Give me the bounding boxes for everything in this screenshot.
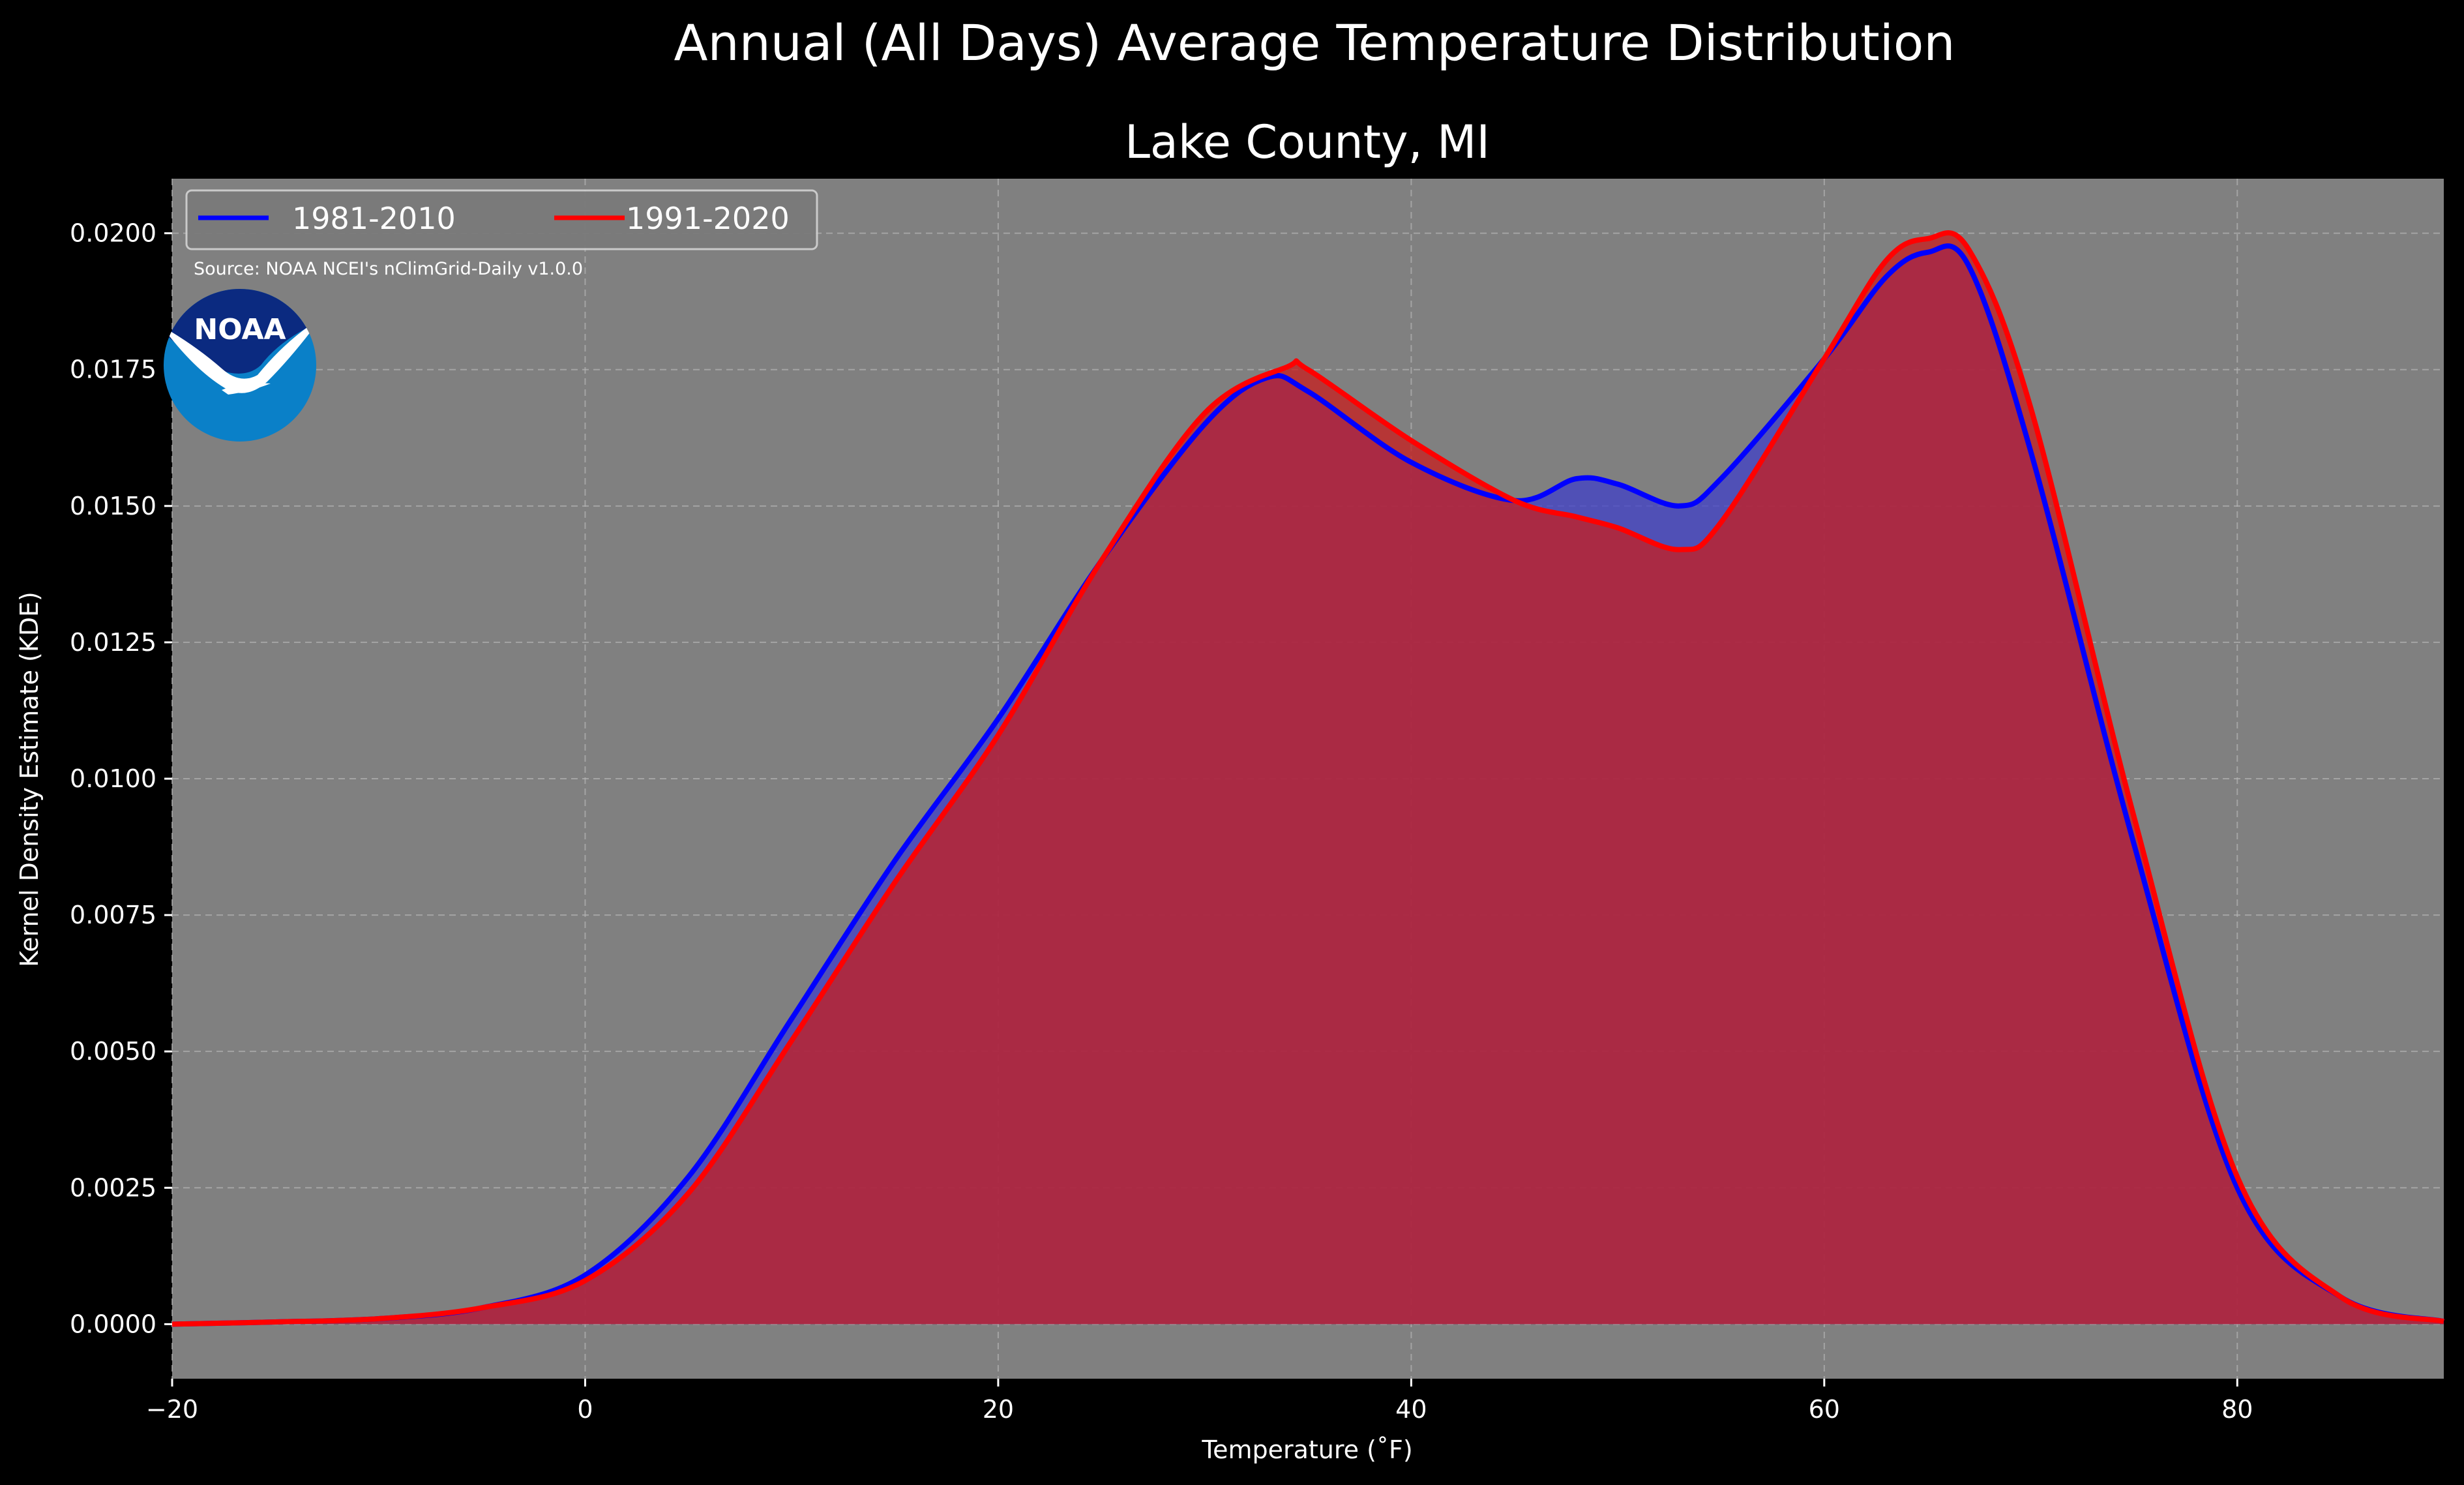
area-fill-1991-2020	[172, 233, 2444, 1325]
legend: 1981-2010 1991-2020	[185, 189, 818, 250]
y-tick-label: 0.0050	[70, 1037, 156, 1066]
series-line-1991-2020	[171, 230, 2444, 1327]
legend-label-1991-2020: 1991-2020	[626, 201, 790, 236]
series-lines	[171, 230, 2444, 1327]
series-line-1981-2010	[171, 243, 2444, 1327]
x-tick-label: 80	[2221, 1395, 2253, 1424]
x-tick-label: 20	[983, 1395, 1014, 1424]
source-note: Source: NOAA NCEI's nClimGrid-Daily v1.0…	[194, 259, 583, 279]
chart-title: Lake County, MI	[1125, 115, 1490, 169]
y-tick-label: 0.0125	[70, 628, 156, 657]
x-tick-label: 60	[1809, 1395, 1840, 1424]
chart-suptitle: Annual (All Days) Average Temperature Di…	[674, 14, 1955, 72]
y-tick-label: 0.0200	[70, 219, 156, 248]
logo-text: NOAA	[194, 313, 286, 346]
area-fills	[172, 233, 2444, 1325]
y-tick-label: 0.0025	[70, 1173, 156, 1202]
y-tick-label: 0.0075	[70, 901, 156, 929]
x-tick-label: 0	[577, 1395, 593, 1424]
y-tick-label: 0.0175	[70, 355, 156, 384]
legend-label-1981-2010: 1981-2010	[292, 201, 456, 236]
x-tick-label: 40	[1395, 1395, 1427, 1424]
y-tick-label: 0.0150	[70, 492, 156, 520]
axis-ticks: −20 0 20 40 60 80 0.0000 0.0025 0.0050 0.0075 0.01…	[70, 219, 2253, 1424]
y-tick-label: 0.0000	[70, 1310, 156, 1338]
x-axis-label: Temperature (˚F)	[1201, 1435, 1412, 1464]
y-tick-label: 0.0100	[70, 764, 156, 793]
legend-box	[185, 189, 818, 250]
y-axis-label: Kernel Density Estimate (KDE)	[15, 592, 44, 967]
x-tick-label: −20	[146, 1395, 198, 1424]
